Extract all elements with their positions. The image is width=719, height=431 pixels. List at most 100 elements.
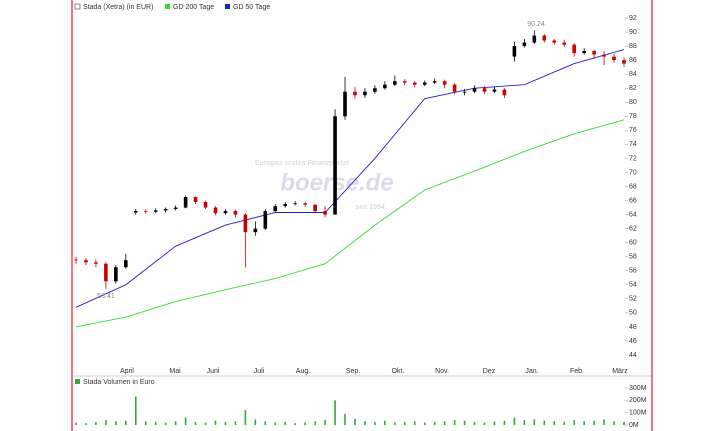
candle-body — [422, 82, 427, 85]
candle-body — [253, 228, 258, 233]
x-tick-label: Dez — [483, 368, 496, 375]
volume-bar — [324, 420, 326, 425]
volume-bar — [334, 400, 336, 425]
candle-body — [74, 259, 78, 261]
candle-body — [223, 211, 228, 214]
volume-bar — [134, 396, 137, 425]
volume-bar — [513, 417, 516, 425]
y-tick-label: 80 — [629, 99, 637, 106]
volume-bar — [125, 420, 127, 425]
y-tick-label: 0M — [629, 422, 639, 429]
candle-body — [203, 201, 208, 208]
candle-body — [582, 50, 586, 54]
y-tick-label: 64 — [629, 211, 637, 218]
watermark: seit 1994 — [355, 204, 385, 211]
candle-body — [293, 203, 297, 205]
volume-bar — [573, 420, 575, 425]
legend-label: GD 200 Tage — [173, 4, 214, 11]
watermark: Europas erstes Finanzportal — [255, 160, 349, 167]
volume-bar — [384, 420, 386, 425]
volume-bar — [174, 421, 177, 425]
legend-swatch — [225, 4, 230, 9]
candle-body — [472, 88, 477, 92]
volume-bar — [274, 422, 277, 425]
volume-bar — [115, 421, 117, 425]
y-tick-label: 72 — [629, 155, 637, 162]
candle-body — [383, 84, 387, 89]
x-tick-label: März — [612, 368, 628, 375]
legend-swatch — [165, 4, 170, 9]
moving-average — [75, 119, 625, 328]
candle-body — [353, 91, 357, 96]
volume-bar — [553, 421, 556, 425]
candle-body — [532, 35, 537, 43]
y-tick-label: 46 — [629, 338, 637, 345]
volume-bar — [394, 422, 396, 425]
legend-label: GD 50 Tage — [233, 4, 270, 11]
candle-body — [522, 42, 527, 47]
volume-bar — [493, 421, 496, 425]
volume-bar — [374, 421, 376, 425]
y-tick-label: 68 — [629, 183, 637, 190]
candle-body — [333, 116, 337, 215]
candle-body — [84, 260, 88, 263]
candle-body — [283, 204, 288, 207]
candle-body — [502, 89, 507, 96]
y-tick-label: 88 — [629, 43, 637, 50]
y-tick-label: 44 — [629, 352, 637, 359]
volume-bar — [523, 420, 526, 425]
watermark: boerse.de — [280, 169, 393, 196]
x-tick-label: Feb. — [570, 368, 584, 375]
volume-bar — [463, 420, 466, 425]
candle-body — [163, 208, 168, 211]
x-tick-label: Aug. — [296, 368, 310, 375]
volume-bar — [234, 421, 237, 425]
volume-bar — [164, 422, 167, 425]
candle-body — [263, 211, 268, 229]
volume-bar — [623, 421, 625, 425]
candle-body — [512, 46, 517, 57]
candle-body — [482, 88, 487, 92]
y-tick-label: 66 — [629, 197, 637, 204]
candle-body — [313, 204, 317, 212]
candle-body — [343, 91, 347, 117]
volume-bar — [364, 421, 366, 425]
candle-body — [363, 91, 367, 96]
legend-label: Stada (Xetra) (in EUR) — [83, 4, 153, 11]
volume-bar — [603, 419, 605, 425]
candle-body — [492, 89, 497, 92]
volume-bar — [304, 422, 306, 425]
volume-bar — [284, 421, 287, 425]
y-tick-label: 58 — [629, 254, 637, 261]
volume-bar — [244, 410, 247, 425]
y-tick-label: 200M — [629, 397, 647, 404]
y-tick-label: 56 — [629, 268, 637, 275]
y-tick-label: 70 — [629, 169, 637, 176]
candle-body — [572, 44, 576, 54]
volume-bar — [503, 420, 506, 425]
x-tick-label: Nov. — [435, 368, 449, 375]
y-tick-label: 92 — [629, 15, 637, 22]
candle-body — [612, 56, 616, 61]
volume-bar — [294, 423, 296, 425]
y-tick-label: 62 — [629, 225, 637, 232]
legend-swatch — [75, 379, 80, 384]
volume-bar — [214, 420, 217, 425]
volume-bar — [314, 421, 316, 425]
candle-body — [273, 206, 278, 212]
y-tick-label: 300M — [629, 385, 647, 392]
annotation: 53.41 — [97, 293, 115, 300]
volume-bar — [184, 417, 187, 425]
volume-bar — [443, 421, 446, 425]
candle-body — [542, 35, 547, 41]
moving-average — [75, 49, 625, 308]
candle-body — [393, 81, 397, 85]
candle-body — [432, 81, 437, 83]
y-tick-label: 100M — [629, 410, 647, 417]
y-tick-label: 74 — [629, 141, 637, 148]
volume-bar — [85, 423, 87, 425]
candle-body — [143, 211, 148, 212]
volume-bar — [483, 422, 486, 425]
volume-bar — [254, 419, 257, 425]
x-tick-label: Juni — [207, 368, 220, 375]
